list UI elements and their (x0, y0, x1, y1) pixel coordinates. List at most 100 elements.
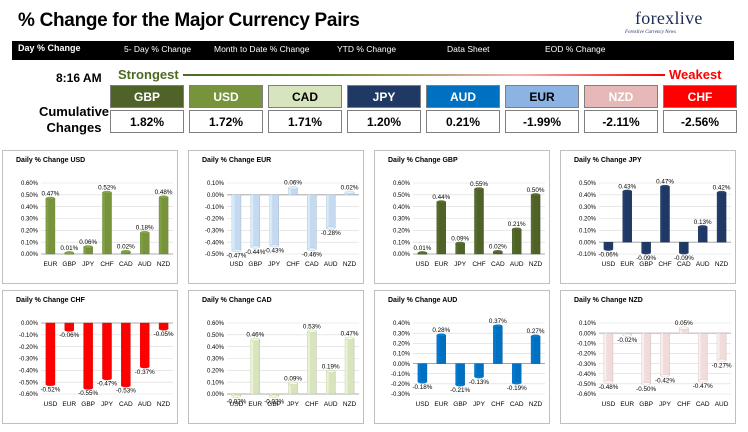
chart-title: Daily % Change USD (16, 157, 86, 164)
bar-cap (45, 196, 56, 200)
data-label: 0.42% (713, 184, 731, 191)
currency-cumulative-value: 1.20% (347, 110, 421, 133)
y-tick-label: 0.30% (393, 217, 411, 223)
data-label: 0.09% (284, 375, 302, 382)
y-tick-label: 0.40% (579, 193, 597, 199)
bar-chart: -0.10% 0.00% 0.10% 0.20% 0.30% 0.40% 0.50% -0.0… (577, 179, 731, 268)
y-tick-label: 0.50% (207, 333, 225, 339)
currency-code: CAD (268, 85, 342, 108)
bar-highlight (531, 194, 534, 254)
x-tick-label: CHF (491, 401, 504, 408)
tab-data-sheet[interactable]: Data Sheet (447, 44, 490, 54)
bar-cap (344, 190, 355, 195)
x-tick-label: CHF (100, 261, 113, 268)
y-tick-label: -0.10% (577, 252, 597, 258)
bar-chart: 0.00% 0.10% 0.20% 0.30% 0.40% 0.50% 0.60%0.47%… (21, 181, 173, 268)
bar-cap (83, 245, 93, 249)
chart-panel-8: Daily % Change NZD -0.60% -0.50% -0.40% -0.3… (560, 290, 736, 424)
bar-highlight (717, 192, 720, 243)
y-tick-label: -0.50% (577, 382, 597, 388)
bar-highlight (326, 194, 329, 228)
bar-cap (455, 241, 465, 245)
chart-panel-3: Daily % Change GBP 0.00% 0.10% 0.20% 0.30% 0.… (374, 150, 550, 284)
y-tick-label: -0.50% (205, 252, 225, 258)
x-tick-label: CHF (472, 261, 485, 268)
bar-chart: 0.00% 0.10% 0.20% 0.30% 0.40% 0.50% 0.60% -0.02… (207, 321, 359, 408)
data-label: -0.47% (226, 252, 246, 259)
data-label: 0.53% (303, 323, 321, 330)
bar-cap (493, 324, 503, 328)
data-label: -0.06% (598, 251, 618, 258)
y-tick-label: 0.20% (579, 217, 597, 223)
tab-eod-change[interactable]: EOD % Change (545, 44, 606, 54)
chart-title: Daily % Change EUR (202, 157, 272, 164)
bar-cap (307, 329, 317, 333)
x-tick-label: AUD (324, 261, 338, 268)
bar-highlight (474, 188, 478, 254)
x-tick-label: CHF (658, 261, 671, 268)
bar-highlight (679, 242, 682, 253)
data-label: 0.46% (246, 332, 264, 339)
tab-ytd-change[interactable]: YTD % Change (337, 44, 397, 54)
x-tick-label: EUR (620, 261, 634, 268)
bar-highlight (455, 363, 459, 385)
x-tick-label: USD (230, 261, 244, 268)
x-tick-label: GBP (62, 261, 76, 268)
currency-code: AUD (426, 85, 500, 108)
data-label: 0.01% (60, 245, 78, 252)
y-tick-label: 0.40% (393, 321, 411, 327)
logo-tagline: Forexlive Currency News (625, 30, 677, 35)
bar-highlight (698, 333, 701, 381)
bar-cap (121, 384, 131, 388)
bar-chart: -0.60% -0.50% -0.40% -0.30% -0.20% -0.10% 0.00… (19, 321, 174, 408)
cumulative-changes-label: Cumulative Changes (34, 104, 114, 136)
chart-panel-7: Daily % Change AUD -0.30% -0.20% -0.10% 0.00… (374, 290, 550, 424)
bar-highlight (345, 338, 348, 394)
data-label: -0.50% (636, 386, 656, 393)
currency-code: JPY (347, 85, 421, 108)
x-tick-label: CAD (696, 401, 710, 408)
x-tick-label: GBP (639, 401, 653, 408)
x-tick-label: USD (44, 401, 58, 408)
x-tick-label: AUD (138, 261, 152, 268)
data-label: 0.09% (451, 235, 469, 242)
y-tick-label: -0.30% (205, 229, 225, 235)
currency-code: NZD (584, 85, 658, 108)
bar-cap (326, 226, 336, 230)
currency-box-aud: AUD 0.21% (426, 85, 500, 133)
y-tick-label: -0.40% (205, 240, 225, 246)
currency-cumulative-value: 1.82% (110, 110, 184, 133)
bar-cap (417, 380, 428, 384)
chart-panel-1: Daily % Change USD 0.00% 0.10% 0.20% 0.30% 0.… (2, 150, 178, 284)
data-label: -0.09% (636, 255, 656, 262)
bar-highlight (288, 187, 292, 195)
bar-highlight (83, 246, 87, 254)
tab-month-to-date-change[interactable]: Month to Date % Change (214, 44, 310, 54)
bar-cap (698, 379, 708, 383)
bar-chart: -0.60% -0.50% -0.40% -0.30% -0.20% -0.10% 0.00… (577, 320, 732, 408)
y-tick-label: -0.20% (391, 382, 411, 388)
bar-highlight (698, 226, 701, 243)
data-label: -0.09% (674, 255, 694, 262)
y-tick-label: 0.30% (393, 331, 411, 337)
bar-highlight (512, 363, 515, 383)
y-tick-label: -0.10% (391, 372, 411, 378)
bar-cap (474, 375, 484, 379)
tab-5-day-change[interactable]: 5- Day % Change (124, 44, 192, 54)
x-tick-label: JPY (268, 261, 281, 268)
x-tick-label: AUD (510, 261, 524, 268)
bar-cap (140, 231, 150, 235)
x-tick-label: NZD (157, 261, 171, 268)
x-tick-label: JPY (454, 261, 467, 268)
bar-cap (102, 377, 112, 381)
bar-cap (679, 251, 689, 255)
x-tick-label: NZD (715, 261, 729, 268)
y-tick-label: 0.50% (21, 193, 39, 199)
forexlive-logo[interactable]: forexlive Forexlive Currency News (625, 8, 737, 38)
y-tick-label: -0.40% (19, 369, 39, 375)
bar-highlight (140, 323, 143, 367)
bar-cap (530, 193, 541, 197)
x-tick-label: CHF (305, 401, 318, 408)
tab-day-change[interactable]: Day % Change (18, 43, 81, 53)
bar-cap (603, 380, 614, 384)
